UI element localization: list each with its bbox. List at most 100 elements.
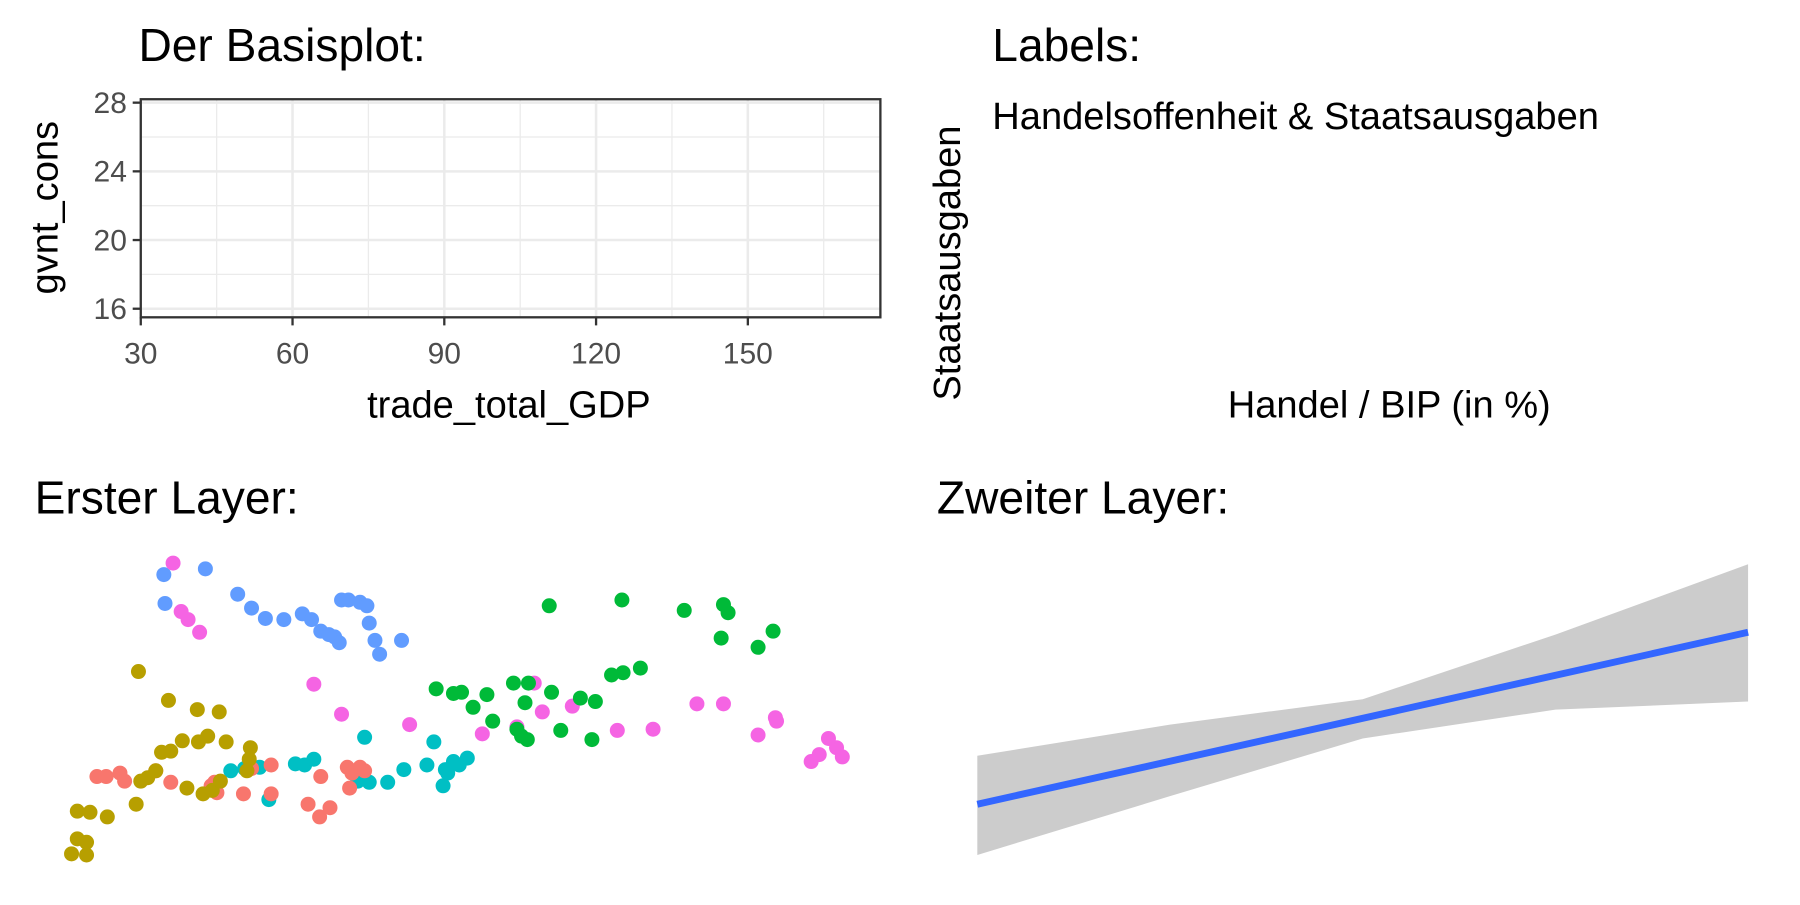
point <box>454 684 470 700</box>
chart-title: Labels: <box>992 19 1141 71</box>
point <box>334 706 350 722</box>
point <box>69 803 85 819</box>
point <box>614 592 630 608</box>
chart-title: Zweiter Layer: <box>937 471 1229 523</box>
line <box>976 628 1749 808</box>
chart-title: Der Basisplot: <box>138 19 425 71</box>
point <box>517 695 533 711</box>
point <box>300 796 316 812</box>
point <box>340 592 356 608</box>
point <box>584 732 600 748</box>
point <box>156 567 172 583</box>
point <box>553 722 569 738</box>
point <box>197 561 213 577</box>
point <box>426 734 442 750</box>
point <box>192 624 208 640</box>
x-axis-label: Handel / BIP (in %) <box>1228 385 1551 427</box>
point <box>242 740 258 756</box>
point <box>750 639 766 655</box>
point <box>632 660 648 676</box>
point <box>174 733 190 749</box>
point <box>244 600 260 616</box>
point <box>769 713 785 729</box>
point <box>750 727 766 743</box>
point <box>534 704 550 720</box>
point <box>212 773 228 789</box>
point <box>437 762 453 778</box>
point <box>179 780 195 796</box>
point <box>64 846 80 862</box>
point <box>163 774 179 790</box>
point <box>218 734 234 750</box>
point <box>82 804 98 820</box>
confidence-band <box>977 564 1749 855</box>
point <box>645 721 661 737</box>
y-tick-label: 28 <box>94 87 127 120</box>
point <box>239 763 255 779</box>
point <box>465 699 481 715</box>
point <box>263 757 279 773</box>
point <box>189 702 205 718</box>
x-tick-label: 150 <box>723 337 773 370</box>
point <box>519 732 535 748</box>
panel-border <box>139 98 882 319</box>
point <box>361 615 377 631</box>
point <box>435 778 451 794</box>
point <box>130 664 146 680</box>
chart-title: Erster Layer: <box>35 471 299 523</box>
point <box>79 847 95 863</box>
point <box>713 630 729 646</box>
point <box>257 610 273 626</box>
point <box>372 646 388 662</box>
y-tick-label: 24 <box>94 156 127 189</box>
y-axis-label: gvnt_cons <box>25 121 67 295</box>
point <box>165 555 181 571</box>
point <box>359 598 375 614</box>
point <box>834 749 850 765</box>
point <box>160 692 176 708</box>
point <box>367 632 383 648</box>
point <box>312 809 328 825</box>
point <box>313 769 329 785</box>
x-tick-label: 30 <box>124 337 157 370</box>
x-tick-label: 120 <box>571 337 621 370</box>
point <box>474 726 490 742</box>
point <box>263 786 279 802</box>
point <box>544 684 560 700</box>
point <box>357 729 373 745</box>
point <box>322 800 338 816</box>
y-tick-label: 20 <box>94 224 127 257</box>
point <box>357 763 373 779</box>
point <box>235 786 251 802</box>
point <box>689 696 705 712</box>
y-tick-label: 16 <box>94 293 127 326</box>
chart-subtitle: Handelsoffenheit & Staatsausgaben <box>992 96 1599 138</box>
point <box>140 770 156 786</box>
point <box>128 796 144 812</box>
point <box>609 722 625 738</box>
point <box>200 728 216 744</box>
point <box>765 623 781 639</box>
point <box>479 687 495 703</box>
point <box>715 696 731 712</box>
point <box>676 602 692 618</box>
point <box>587 694 603 710</box>
point <box>276 612 292 628</box>
point <box>402 717 418 733</box>
point <box>306 751 322 767</box>
point <box>541 598 557 614</box>
point <box>157 595 173 611</box>
point <box>520 675 536 691</box>
point <box>241 751 257 767</box>
point <box>361 774 377 790</box>
point <box>615 665 631 681</box>
point <box>306 676 322 692</box>
point <box>459 750 475 766</box>
point <box>98 769 114 785</box>
point <box>342 780 358 796</box>
point <box>304 612 320 628</box>
x-axis-label: trade_total_GDP <box>367 385 651 427</box>
point <box>419 757 435 773</box>
y-axis-label: Staatsausgaben <box>927 126 969 401</box>
point <box>321 627 337 643</box>
